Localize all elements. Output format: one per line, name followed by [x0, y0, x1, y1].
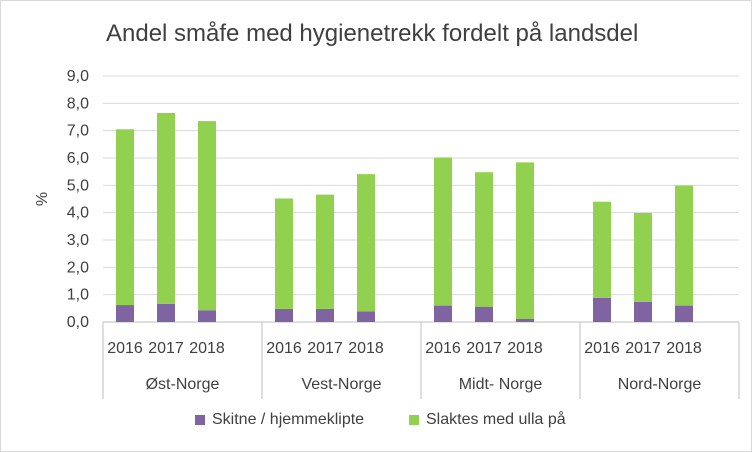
bar-skitne — [593, 297, 611, 322]
y-tick-label: 1,0 — [67, 287, 89, 304]
bar-slaktes — [475, 172, 493, 307]
y-tick-label: 3,0 — [67, 232, 89, 249]
y-tick-label: 2,0 — [67, 259, 89, 276]
x-group-label: Vest-Norge — [301, 376, 381, 393]
bar-slaktes — [357, 174, 375, 312]
y-tick-label: 9,0 — [67, 68, 89, 85]
x-tick-label-year: 2017 — [307, 340, 343, 357]
bar-slaktes — [198, 121, 216, 311]
y-axis-label: % — [34, 192, 51, 206]
bar-skitne — [157, 303, 175, 322]
bar-skitne — [357, 311, 375, 322]
bar-skitne — [634, 301, 652, 322]
y-tick-label: 6,0 — [67, 150, 89, 167]
bar-slaktes — [675, 185, 693, 306]
x-tick-label-year: 2018 — [507, 340, 543, 357]
bar-slaktes — [434, 157, 452, 306]
legend: Skitne / hjemmeklipte Slaktes med ulla p… — [1, 411, 751, 433]
x-tick-label-year: 2017 — [148, 340, 184, 357]
x-tick-label-year: 2016 — [107, 340, 143, 357]
chart-title: Andel småfe med hygienetrekk fordelt på … — [106, 20, 639, 47]
bar-skitne — [675, 305, 693, 322]
bar-skitne — [198, 310, 216, 322]
x-tick-label-year: 2018 — [666, 340, 702, 357]
bar-slaktes — [593, 201, 611, 298]
y-tick-label: 4,0 — [67, 205, 89, 222]
legend-item-skitne: Skitne / hjemmeklipte — [195, 411, 364, 429]
bar-slaktes — [275, 198, 293, 309]
bar-slaktes — [634, 212, 652, 302]
y-tick-label: 5,0 — [67, 177, 89, 194]
legend-item-slaktes: Slaktes med ulla på — [409, 411, 566, 429]
x-tick-label-year: 2018 — [348, 340, 384, 357]
x-group-label: Midt- Norge — [459, 376, 543, 393]
x-tick-label-year: 2018 — [189, 340, 225, 357]
y-tick-label: 7,0 — [67, 123, 89, 140]
x-tick-label-year: 2016 — [266, 340, 302, 357]
legend-swatch-slaktes — [409, 415, 419, 425]
bar-slaktes — [157, 112, 175, 304]
bar-slaktes — [116, 129, 134, 306]
x-tick-label-year: 2016 — [584, 340, 620, 357]
y-tick-label: 8,0 — [67, 95, 89, 112]
bar-slaktes — [316, 194, 334, 309]
x-tick-label-year: 2017 — [625, 340, 661, 357]
legend-swatch-skitne — [195, 415, 205, 425]
bar-skitne — [516, 318, 534, 322]
x-tick-label-year: 2016 — [425, 340, 461, 357]
bar-skitne — [316, 308, 334, 322]
bar-skitne — [275, 308, 293, 322]
bar-skitne — [116, 305, 134, 322]
bar-slaktes — [516, 162, 534, 319]
legend-label-slaktes: Slaktes med ulla på — [426, 411, 566, 428]
x-group-label: Øst-Norge — [146, 376, 220, 393]
x-tick-label-year: 2017 — [466, 340, 502, 357]
x-group-label: Nord-Norge — [618, 376, 702, 393]
legend-label-skitne: Skitne / hjemmeklipte — [212, 411, 365, 428]
bar-skitne — [475, 306, 493, 322]
y-tick-label: 0,0 — [67, 314, 89, 331]
bar-skitne — [434, 305, 452, 322]
